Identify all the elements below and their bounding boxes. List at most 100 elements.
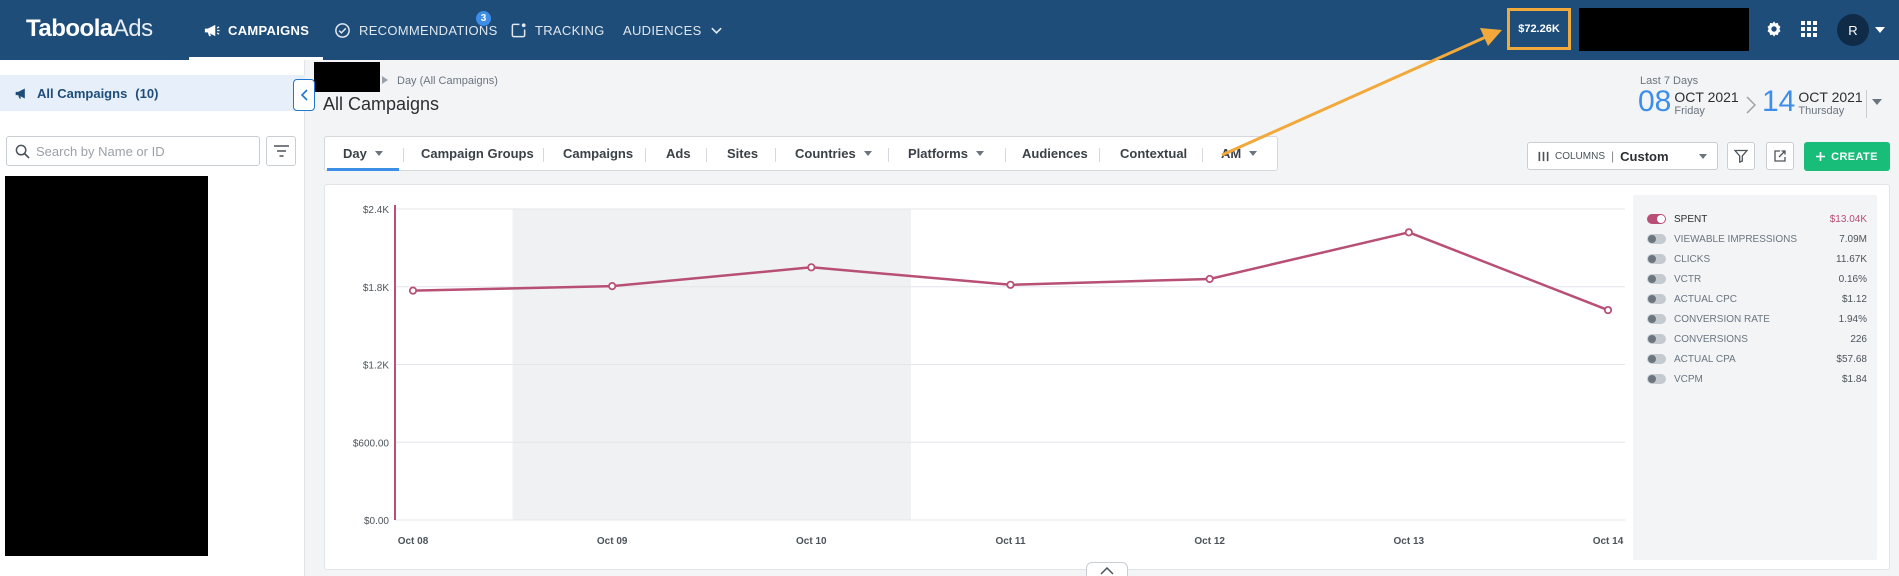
tab-separator — [1005, 148, 1006, 162]
date-range-label[interactable]: Last 7 Days — [1640, 75, 1699, 87]
start-month: OCT 2021 — [1674, 89, 1739, 105]
tab-platforms[interactable]: Platforms — [908, 137, 984, 170]
date-range-caret-icon[interactable] — [1872, 98, 1882, 106]
tab-day[interactable]: Day — [327, 137, 399, 171]
data-point — [1205, 274, 1214, 284]
collapse-chart-button[interactable] — [1086, 562, 1128, 576]
y-tick-label: $1.2K — [363, 361, 389, 372]
tab-label: Platforms — [908, 146, 968, 161]
columns-icon — [1538, 151, 1549, 161]
create-button[interactable]: CREATE — [1804, 142, 1890, 171]
all-campaigns-item[interactable]: All Campaigns (10) — [0, 75, 305, 111]
spent-line-chart: $0.00 $600.00 $1.2K $1.8K $2.4K Oct 08 Oct 09 O… — [353, 205, 1625, 547]
metric-toggle[interactable] — [1647, 354, 1666, 364]
chevron-left-icon — [300, 89, 308, 101]
legend-item-conversions[interactable]: CONVERSIONS 226 — [1647, 331, 1867, 347]
y-tick-label: $600.00 — [353, 438, 390, 449]
sidebar-filter-button[interactable] — [266, 136, 296, 166]
metric-label: ACTUAL CPA — [1674, 353, 1736, 365]
tab-am[interactable]: AM — [1221, 137, 1258, 170]
legend-item-conversion-rate[interactable]: CONVERSION RATE 1.94% — [1647, 311, 1867, 327]
plus-icon — [1816, 152, 1826, 161]
nav-tab-label: TRACKING — [535, 22, 605, 38]
tab-campaigns[interactable]: Campaigns — [563, 137, 633, 170]
gear-icon[interactable] — [1765, 20, 1783, 38]
user-avatar[interactable]: R — [1837, 14, 1869, 46]
legend-item-spent[interactable]: SPENT $13.04K — [1647, 211, 1867, 227]
metric-toggle[interactable] — [1647, 234, 1666, 244]
nav-tab-recommendations[interactable]: RECOMMENDATIONS — [334, 0, 498, 60]
chevron-up-icon — [1100, 566, 1114, 575]
metric-toggle[interactable] — [1647, 374, 1666, 384]
metric-value: 7.09M — [1839, 233, 1867, 245]
legend-item-actual-cpa[interactable]: ACTUAL CPA $57.68 — [1647, 351, 1867, 367]
breakdown-tabs: Day Campaign Groups Campaigns Ads Sites … — [324, 136, 1278, 171]
metric-toggle[interactable] — [1647, 334, 1666, 344]
columns-value: Custom — [1620, 148, 1669, 164]
chevron-down-icon — [710, 27, 722, 34]
megaphone-icon — [204, 24, 220, 36]
tab-audiences[interactable]: Audiences — [1022, 137, 1088, 170]
legend-item-clicks[interactable]: CLICKS 11.67K — [1647, 251, 1867, 267]
account-balance[interactable]: $72.26K — [1507, 8, 1571, 50]
columns-dropdown[interactable]: COLUMNS | Custom — [1527, 142, 1718, 170]
legend-item-vcpm[interactable]: VCPM $1.84 — [1647, 371, 1867, 387]
metric-label: VIEWABLE IMPRESSIONS — [1674, 233, 1797, 245]
start-day: 08 — [1638, 85, 1672, 118]
filter-button[interactable] — [1727, 142, 1755, 170]
start-weekday: Friday — [1674, 105, 1705, 117]
caret-down-icon[interactable] — [1875, 26, 1885, 34]
legend-item-vctr[interactable]: VCTR 0.16% — [1647, 271, 1867, 287]
metric-label: VCTR — [1674, 273, 1702, 285]
breadcrumb[interactable]: Day (All Campaigns) — [397, 75, 498, 87]
data-point — [1404, 228, 1413, 237]
campaign-sidebar: All Campaigns (10) — [0, 60, 305, 576]
search-input[interactable] — [36, 143, 246, 159]
x-tick-label: Oct 11 — [995, 536, 1025, 547]
nav-tab-campaigns[interactable]: CAMPAIGNS — [188, 0, 324, 60]
metric-toggle[interactable] — [1647, 294, 1666, 304]
apps-grid-icon[interactable] — [1801, 21, 1817, 37]
end-weekday: Thursday — [1798, 105, 1845, 117]
metric-toggle[interactable] — [1647, 254, 1666, 264]
metric-toggle[interactable] — [1647, 214, 1666, 224]
tab-contextual[interactable]: Contextual — [1120, 137, 1187, 170]
metric-toggle[interactable] — [1647, 274, 1666, 284]
megaphone-icon — [15, 88, 25, 98]
export-button[interactable] — [1766, 142, 1794, 170]
filter-lines-icon — [273, 145, 289, 157]
caret-down-icon — [863, 150, 872, 156]
metrics-legend: SPENT $13.04K VIEWABLE IMPRESSIONS 7.09M C… — [1633, 195, 1877, 560]
tab-label: Day — [343, 146, 367, 161]
legend-item-viewable-impressions[interactable]: VIEWABLE IMPRESSIONS 7.09M — [1647, 231, 1867, 247]
logo-bold-text: Taboola — [26, 15, 113, 42]
x-tick-label: Oct 14 — [1593, 536, 1624, 547]
columns-label: COLUMNS — [1555, 150, 1606, 162]
collapse-sidebar-button[interactable] — [293, 79, 315, 111]
tab-separator — [706, 148, 707, 162]
tab-countries[interactable]: Countries — [795, 137, 872, 170]
metric-value: 226 — [1850, 333, 1867, 345]
date-range-start[interactable]: 08 OCT 2021 Friday — [1638, 86, 1739, 118]
tab-label: Countries — [795, 146, 856, 161]
all-campaigns-label: All Campaigns — [37, 85, 128, 101]
nav-tab-label: AUDIENCES — [623, 22, 702, 38]
tab-sites[interactable]: Sites — [727, 137, 758, 170]
legend-item-actual-cpc[interactable]: ACTUAL CPC $1.12 — [1647, 291, 1867, 307]
nav-tab-tracking[interactable]: TRACKING — [510, 0, 605, 60]
tab-ads[interactable]: Ads — [666, 137, 691, 170]
metric-value: 0.16% — [1838, 273, 1867, 285]
data-point — [1006, 280, 1015, 289]
tab-separator — [775, 148, 776, 162]
date-range-end[interactable]: 14 OCT 2021 Thursday — [1762, 86, 1863, 118]
taboola-ads-logo[interactable]: TaboolaAds — [26, 14, 153, 44]
date-divider — [1866, 90, 1867, 118]
data-point — [807, 263, 816, 272]
recommendations-count-badge: 3 — [476, 11, 491, 26]
metric-toggle[interactable] — [1647, 314, 1666, 324]
redacted-account-name — [1579, 8, 1749, 51]
tab-campaign-groups[interactable]: Campaign Groups — [421, 137, 534, 170]
nav-tab-audiences[interactable]: AUDIENCES — [623, 0, 723, 60]
tab-label: Contextual — [1120, 146, 1188, 161]
campaign-search-box[interactable] — [6, 136, 260, 166]
